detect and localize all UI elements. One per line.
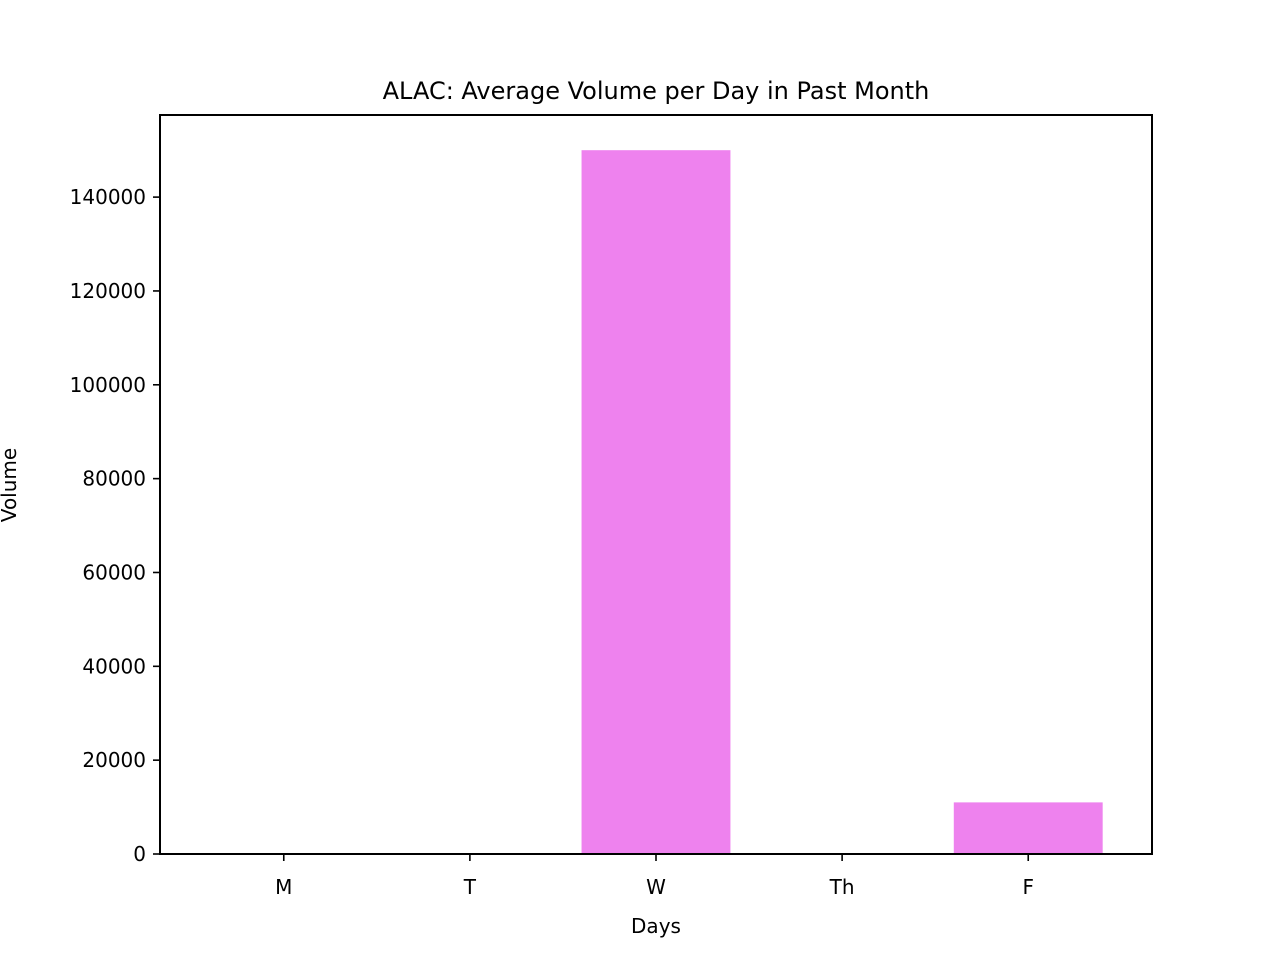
y-tick-label: 60000 [82, 560, 146, 584]
x-tick-label-w: W [646, 875, 666, 899]
x-tick-label-f: F [1022, 875, 1034, 899]
x-tick-label-m: M [275, 875, 292, 899]
y-axis-label: Volume [0, 448, 21, 522]
chart-title: ALAC: Average Volume per Day in Past Mon… [383, 77, 930, 105]
x-axis-ticks: M T W Th F [275, 854, 1034, 899]
y-tick-label: 0 [133, 842, 146, 866]
bars-group [581, 150, 1103, 854]
y-tick-label: 20000 [82, 748, 146, 772]
x-axis-label: Days [631, 914, 681, 938]
y-tick-label: 140000 [70, 185, 146, 209]
x-tick-label-t: T [463, 875, 477, 899]
bar-w [581, 150, 731, 854]
y-axis-ticks: 0 20000 40000 60000 80000 100000 120000 140000 [70, 185, 160, 866]
bar-f [953, 802, 1103, 854]
y-tick-label: 80000 [82, 467, 146, 491]
y-tick-label: 40000 [82, 654, 146, 678]
y-tick-label: 120000 [70, 279, 146, 303]
plot-area-frame [159, 114, 1153, 855]
y-tick-label: 100000 [70, 373, 146, 397]
x-tick-label-th: Th [829, 875, 855, 899]
